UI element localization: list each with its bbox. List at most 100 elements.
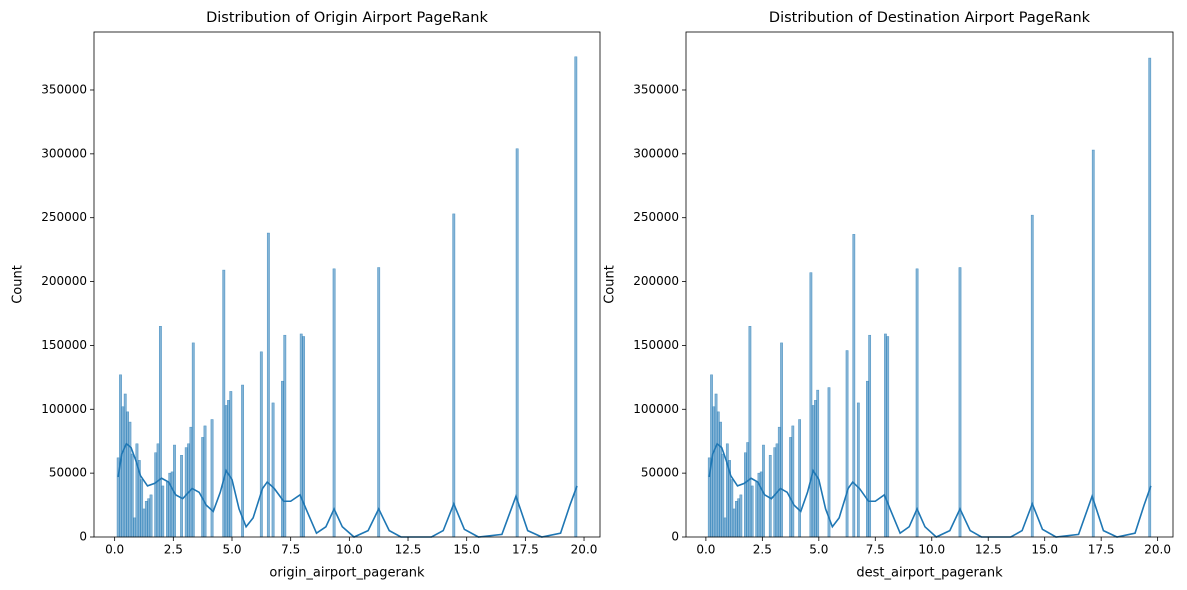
- bar: [266, 232, 270, 538]
- x-tick-label: 15.0: [1031, 543, 1058, 557]
- x-tick-label: 17.5: [1088, 543, 1115, 557]
- y-tick-label: 300000: [633, 146, 679, 160]
- bar: [201, 437, 205, 538]
- x-tick-label: 7.5: [281, 543, 300, 557]
- bar: [755, 481, 759, 538]
- bar: [144, 500, 148, 538]
- bar: [227, 400, 230, 538]
- x-tick-label: 7.5: [866, 543, 885, 557]
- bar: [123, 393, 127, 538]
- y-tick-label: 200000: [633, 274, 679, 288]
- bar: [184, 447, 188, 538]
- bar: [158, 326, 162, 538]
- bar: [816, 389, 820, 538]
- bar: [142, 508, 146, 538]
- x-axis-label: dest_airport_pagerank: [856, 566, 1003, 581]
- x-tick-label: 10.0: [918, 543, 945, 557]
- y-tick-label: 200000: [41, 274, 87, 288]
- bar: [126, 411, 129, 538]
- bar: [730, 479, 734, 538]
- x-tick-label: 17.5: [512, 543, 539, 557]
- bar: [121, 406, 125, 538]
- bar: [748, 326, 752, 538]
- x-tick-label: 15.0: [453, 543, 480, 557]
- y-tick-label: 150000: [41, 338, 87, 352]
- y-tick-label: 250000: [41, 210, 87, 224]
- y-tick-label: 0: [79, 530, 87, 544]
- bar: [283, 334, 287, 538]
- bar: [180, 455, 183, 538]
- y-tick-label: 150000: [633, 338, 679, 352]
- x-tick-label: 12.5: [975, 543, 1002, 557]
- bar: [739, 494, 743, 538]
- kde-line: [708, 442, 1152, 538]
- bar: [189, 426, 193, 538]
- x-tick-label: 2.5: [164, 543, 183, 557]
- bar: [777, 426, 781, 538]
- bar: [746, 442, 750, 538]
- bar: [259, 351, 263, 538]
- bar: [574, 56, 578, 538]
- y-tick-label: 350000: [633, 82, 679, 96]
- bar: [452, 213, 456, 538]
- axes-frame: [93, 31, 601, 538]
- bar: [191, 342, 195, 538]
- bar: [798, 419, 801, 538]
- bar: [773, 447, 777, 538]
- bar: [170, 471, 174, 538]
- bar: [737, 498, 741, 538]
- bar: [750, 485, 754, 538]
- x-tick-label: 20.0: [571, 543, 598, 557]
- bar: [515, 148, 519, 538]
- bar: [1091, 149, 1095, 538]
- bar: [135, 443, 139, 538]
- x-tick-label: 20.0: [1144, 543, 1171, 557]
- bar: [133, 517, 137, 538]
- x-tick-label: 12.5: [395, 543, 422, 557]
- bar: [130, 453, 134, 538]
- bar: [203, 425, 207, 538]
- bar: [281, 380, 284, 538]
- bar: [332, 268, 336, 538]
- bar: [856, 402, 860, 538]
- y-tick-label: 50000: [641, 466, 679, 480]
- bar: [732, 508, 736, 538]
- bar: [229, 391, 233, 538]
- bar: [721, 453, 725, 538]
- x-axis-label: origin_airport_pagerank: [269, 566, 425, 581]
- bar: [809, 272, 813, 538]
- x-tick-label: 5.0: [222, 543, 241, 557]
- bar: [958, 267, 962, 538]
- bar: [222, 269, 226, 538]
- bar: [149, 494, 153, 538]
- bar: [161, 485, 165, 538]
- bar: [714, 393, 718, 538]
- x-tick-label: 0.0: [105, 543, 124, 557]
- bar: [744, 452, 747, 538]
- bar: [734, 500, 738, 538]
- x-tick-label: 0.0: [696, 543, 715, 557]
- bar: [712, 406, 716, 538]
- x-tick-label: 2.5: [753, 543, 772, 557]
- y-tick-label: 300000: [41, 146, 87, 160]
- bar: [725, 443, 729, 538]
- bar: [140, 479, 144, 538]
- y-tick-label: 350000: [41, 82, 87, 96]
- y-axis-label: Count: [11, 265, 26, 304]
- bar: [156, 443, 160, 538]
- bar: [716, 411, 720, 538]
- bar: [1030, 214, 1034, 538]
- bar: [884, 333, 887, 538]
- bar: [719, 421, 722, 538]
- bar: [789, 437, 792, 538]
- y-tick-label: 100000: [41, 402, 87, 416]
- bar: [166, 481, 169, 538]
- bar: [814, 400, 817, 538]
- bar: [791, 425, 795, 538]
- bar: [723, 517, 727, 538]
- bar: [780, 342, 783, 538]
- axes-frame: [685, 31, 1174, 538]
- bar: [852, 234, 856, 538]
